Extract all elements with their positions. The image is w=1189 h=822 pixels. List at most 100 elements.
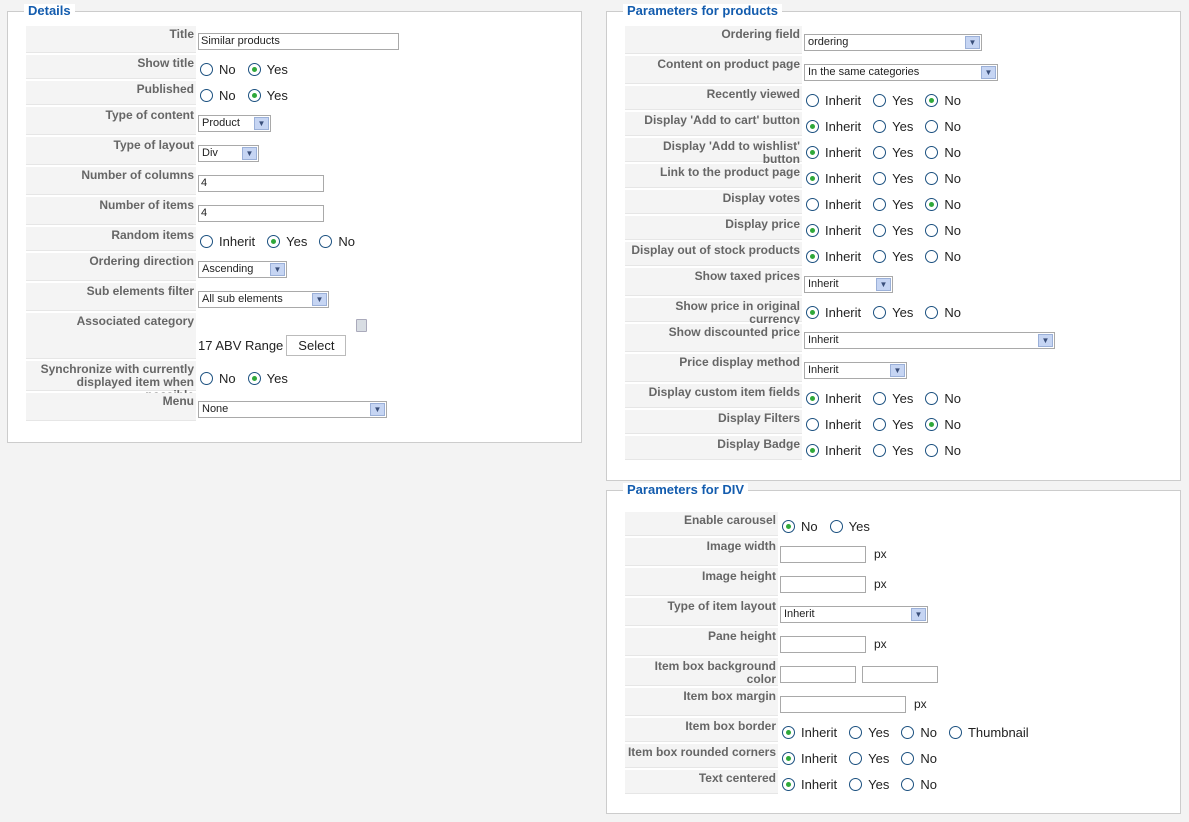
ordering-direction-select[interactable]: Ascending ▼	[198, 260, 287, 278]
radio-option-yes[interactable]: Yes	[246, 371, 288, 386]
radio-button[interactable]	[925, 391, 939, 405]
radio-button[interactable]	[925, 305, 939, 319]
radio-button[interactable]	[873, 249, 887, 263]
radio-button[interactable]	[247, 62, 261, 76]
radio-option-no[interactable]: No	[923, 305, 961, 320]
item-box-background-color-input[interactable]	[780, 665, 856, 683]
radio-option-no[interactable]: No	[923, 249, 961, 264]
radio-option-yes[interactable]: Yes	[847, 751, 889, 766]
item-box-background-color-input[interactable]	[862, 665, 938, 683]
chevron-down-icon[interactable]: ▼	[911, 607, 926, 621]
radio-button[interactable]	[873, 443, 887, 457]
radio-option-yes[interactable]: Yes	[871, 305, 913, 320]
radio-button[interactable]	[873, 391, 887, 405]
radio-option-no[interactable]: No	[899, 725, 937, 740]
radio-option-yes[interactable]: Yes	[871, 197, 913, 212]
type-of-item-layout-select[interactable]: Inherit ▼	[780, 605, 928, 623]
sub-elements-filter-select[interactable]: All sub elements ▼	[198, 290, 329, 308]
radio-option-no[interactable]: No	[923, 197, 961, 212]
radio-option-yes[interactable]: Yes	[246, 88, 288, 103]
radio-button[interactable]	[782, 751, 795, 765]
show-taxed-prices-select[interactable]: Inherit ▼	[804, 275, 893, 293]
radio-option-inherit[interactable]: Inherit	[198, 234, 255, 249]
radio-button[interactable]	[873, 197, 887, 211]
radio-button[interactable]	[925, 93, 939, 107]
radio-button[interactable]	[806, 145, 819, 159]
radio-option-no[interactable]: No	[923, 391, 961, 406]
radio-option-no[interactable]: No	[923, 119, 961, 134]
radio-button[interactable]	[925, 171, 939, 185]
radio-button[interactable]	[925, 249, 939, 263]
radio-button[interactable]	[849, 725, 863, 739]
radio-option-inherit[interactable]: Inherit	[804, 223, 861, 238]
chevron-down-icon[interactable]: ▼	[965, 35, 980, 49]
radio-option-yes[interactable]: Yes	[847, 725, 889, 740]
radio-button[interactable]	[806, 197, 819, 211]
radio-button[interactable]	[806, 443, 819, 457]
chevron-down-icon[interactable]: ▼	[254, 116, 269, 130]
radio-button[interactable]	[200, 88, 213, 102]
chevron-down-icon[interactable]: ▼	[876, 277, 891, 291]
trash-icon[interactable]	[356, 319, 368, 332]
radio-button[interactable]	[925, 443, 939, 457]
radio-option-inherit[interactable]: Inherit	[804, 443, 861, 458]
chevron-down-icon[interactable]: ▼	[312, 292, 327, 306]
radio-option-no[interactable]: No	[923, 417, 961, 432]
radio-button[interactable]	[925, 119, 939, 133]
radio-option-thumbnail[interactable]: Thumbnail	[947, 725, 1029, 740]
chevron-down-icon[interactable]: ▼	[370, 402, 385, 416]
radio-option-inherit[interactable]: Inherit	[804, 171, 861, 186]
radio-button[interactable]	[782, 519, 795, 533]
radio-option-no[interactable]: No	[923, 145, 961, 160]
radio-button[interactable]	[806, 119, 819, 133]
radio-option-inherit[interactable]: Inherit	[804, 119, 861, 134]
radio-button[interactable]	[873, 223, 887, 237]
select-category-button[interactable]: Select	[286, 334, 347, 356]
radio-button[interactable]	[849, 777, 863, 791]
content-on-product-page-select[interactable]: In the same categories ▼	[804, 63, 998, 81]
radio-button[interactable]	[873, 171, 887, 185]
radio-option-yes[interactable]: Yes	[871, 223, 913, 238]
radio-button[interactable]	[200, 62, 213, 76]
radio-button[interactable]	[782, 777, 795, 791]
radio-button[interactable]	[267, 234, 281, 248]
radio-button[interactable]	[925, 197, 939, 211]
radio-option-yes[interactable]: Yes	[828, 519, 870, 534]
radio-button[interactable]	[806, 305, 819, 319]
pane-height-input[interactable]	[780, 635, 866, 653]
chevron-down-icon[interactable]: ▼	[242, 146, 257, 160]
show-discounted-price-select[interactable]: Inherit ▼	[804, 331, 1055, 349]
radio-option-inherit[interactable]: Inherit	[780, 725, 837, 740]
radio-button[interactable]	[948, 725, 962, 739]
radio-option-no[interactable]: No	[899, 777, 937, 792]
radio-option-no[interactable]: No	[899, 751, 937, 766]
price-display-method-select[interactable]: Inherit ▼	[804, 361, 907, 379]
radio-button[interactable]	[925, 145, 939, 159]
radio-option-yes[interactable]: Yes	[871, 417, 913, 432]
chevron-down-icon[interactable]: ▼	[981, 65, 996, 79]
ordering-field-select[interactable]: ordering ▼	[804, 33, 982, 51]
radio-option-yes[interactable]: Yes	[871, 145, 913, 160]
radio-option-no[interactable]: No	[317, 234, 355, 249]
radio-option-no[interactable]: No	[923, 171, 961, 186]
radio-option-inherit[interactable]: Inherit	[804, 391, 861, 406]
radio-option-yes[interactable]: Yes	[847, 777, 889, 792]
radio-button[interactable]	[806, 93, 819, 107]
radio-option-yes[interactable]: Yes	[265, 234, 307, 249]
radio-option-inherit[interactable]: Inherit	[804, 417, 861, 432]
radio-option-no[interactable]: No	[198, 88, 236, 103]
image-height-input[interactable]	[780, 575, 866, 593]
radio-button[interactable]	[901, 777, 915, 791]
radio-option-no[interactable]: No	[198, 371, 236, 386]
radio-option-inherit[interactable]: Inherit	[804, 305, 861, 320]
radio-option-no[interactable]: No	[923, 93, 961, 108]
radio-button[interactable]	[806, 223, 819, 237]
radio-button[interactable]	[873, 119, 887, 133]
radio-button[interactable]	[873, 417, 887, 431]
radio-option-inherit[interactable]: Inherit	[804, 145, 861, 160]
radio-option-yes[interactable]: Yes	[871, 391, 913, 406]
title-input[interactable]: Similar products	[198, 33, 399, 50]
radio-option-yes[interactable]: Yes	[871, 249, 913, 264]
radio-button[interactable]	[873, 305, 887, 319]
radio-button[interactable]	[901, 725, 915, 739]
